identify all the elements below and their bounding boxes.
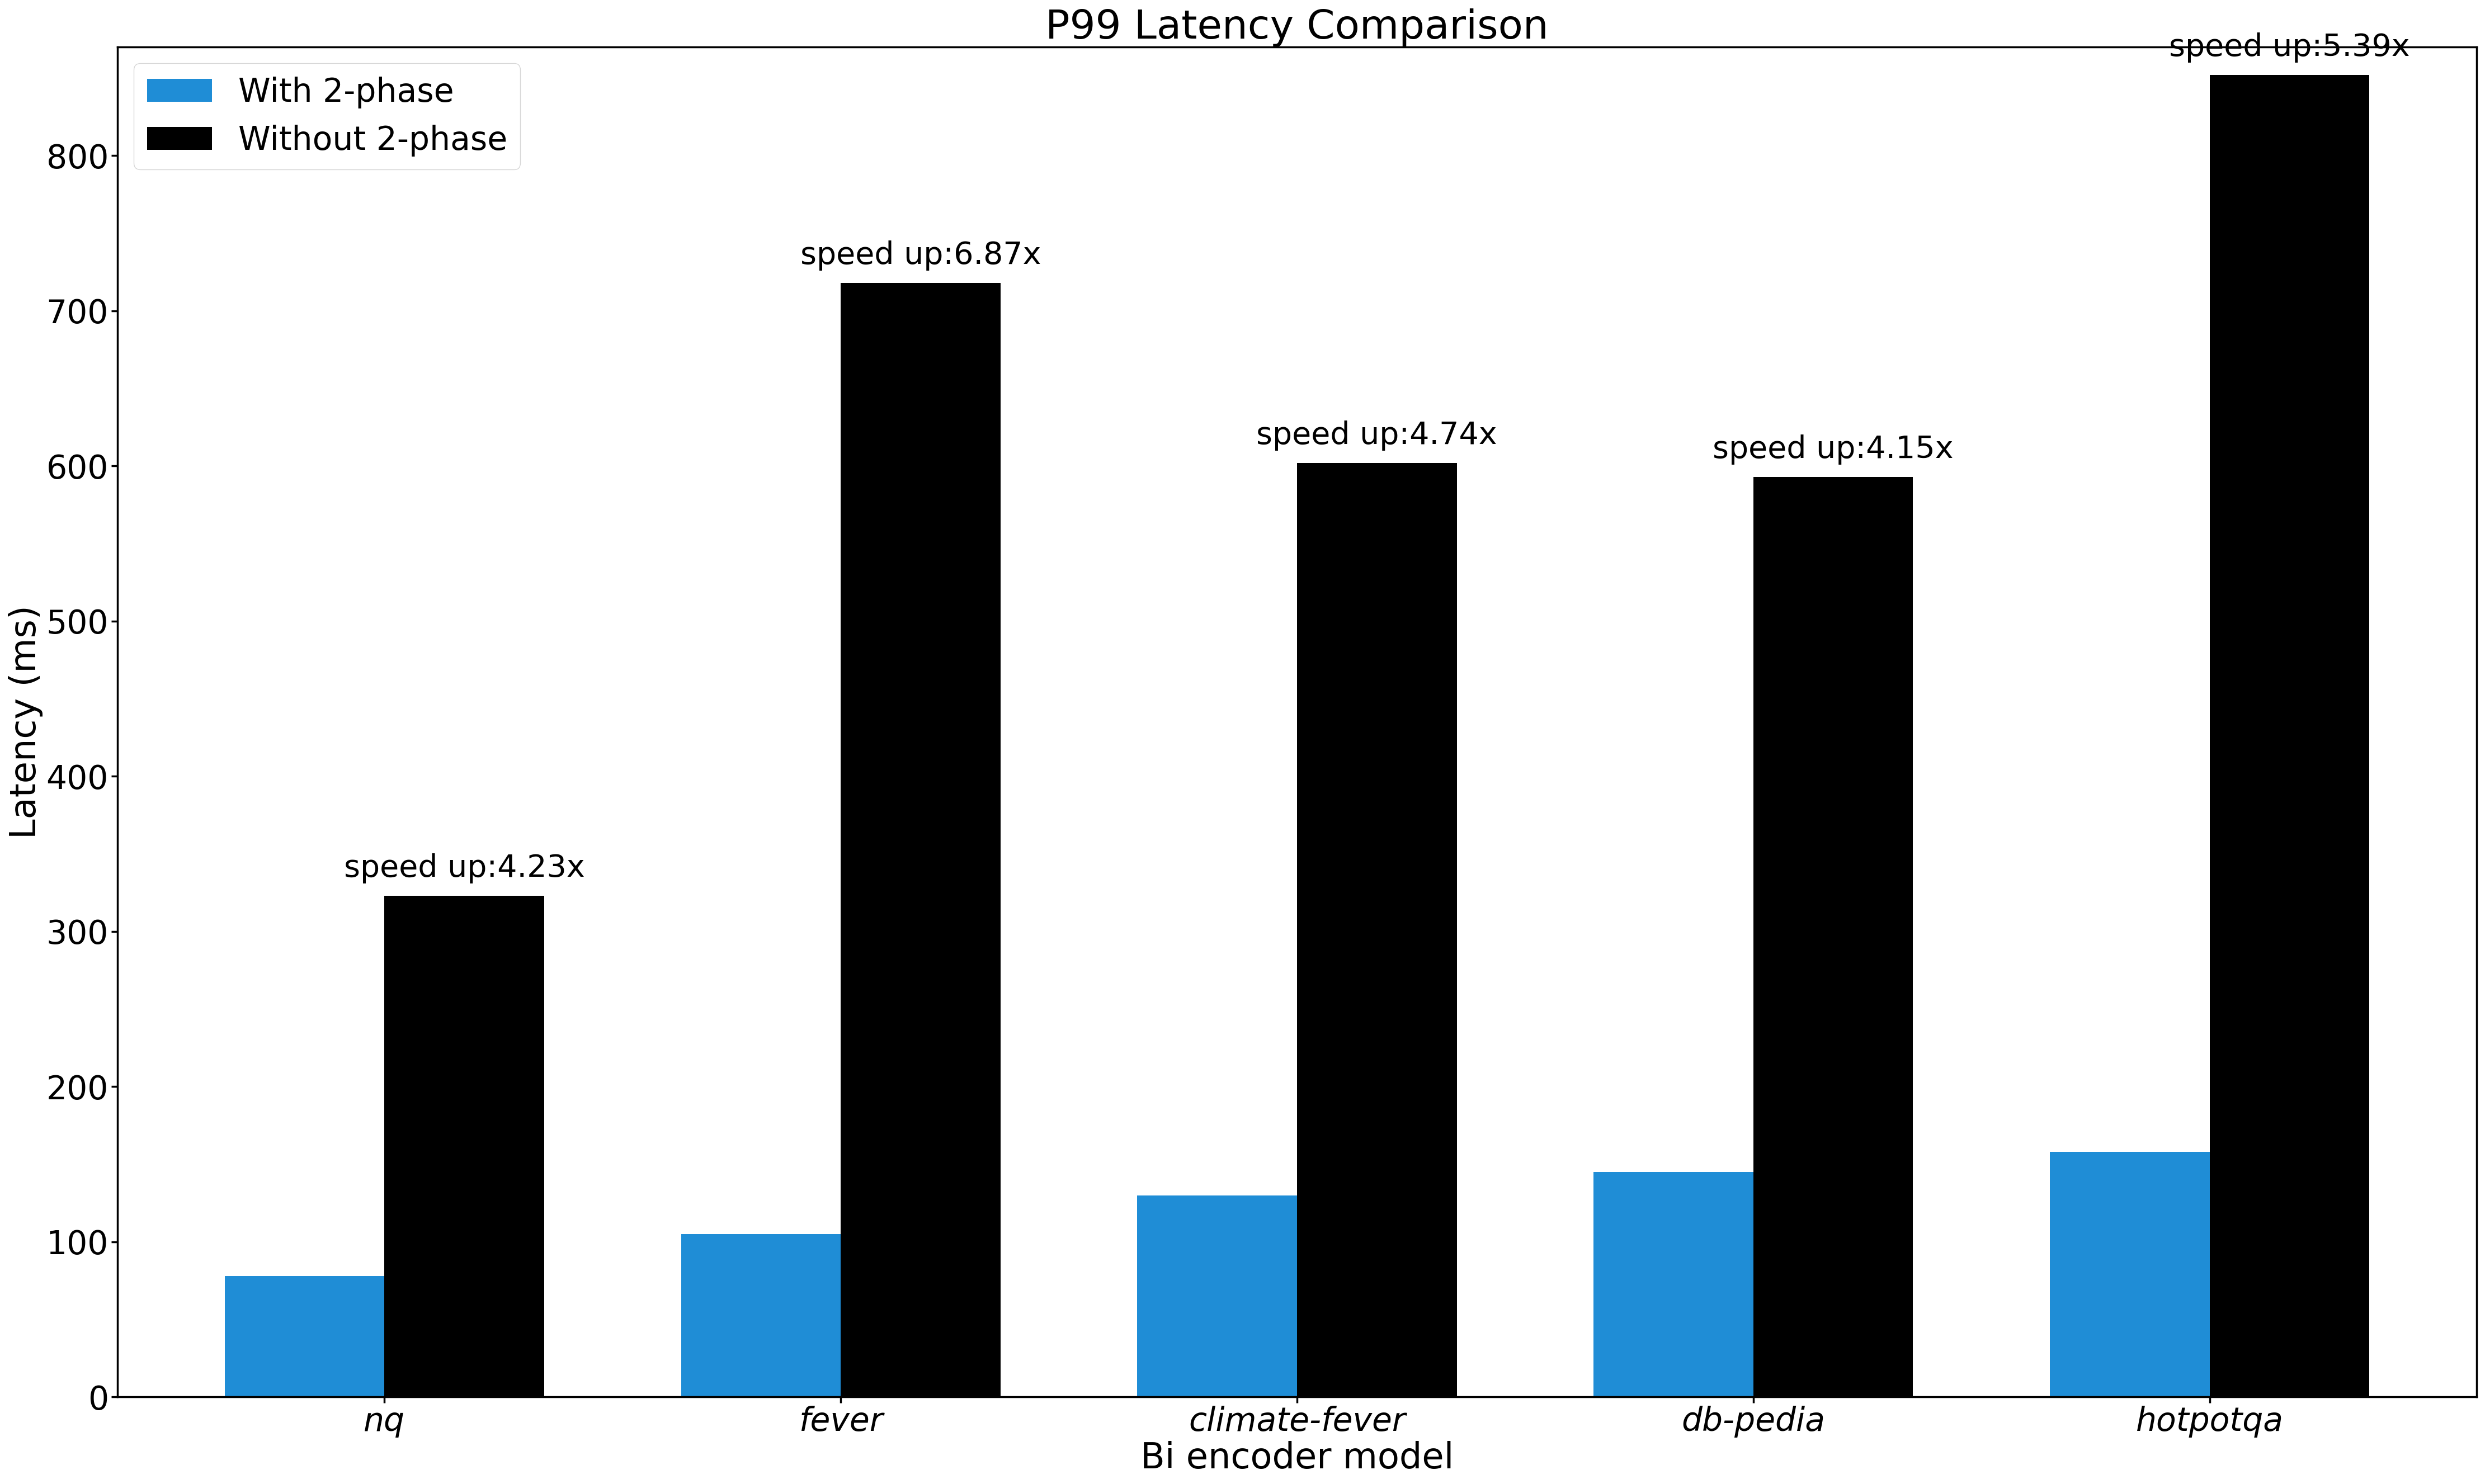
Bar — [224, 1276, 385, 1396]
Bar — [1593, 1172, 1754, 1396]
Legend: With 2-phase, Without 2-phase: With 2-phase, Without 2-phase — [134, 64, 519, 169]
Bar — [1297, 463, 1456, 1396]
Text: speed up:4.23x: speed up:4.23x — [343, 853, 584, 883]
Text: speed up:4.15x: speed up:4.15x — [1712, 435, 1953, 464]
Text: speed up:5.39x: speed up:5.39x — [2169, 33, 2410, 62]
Bar — [1138, 1195, 1297, 1396]
Bar — [385, 896, 544, 1396]
Bar — [840, 283, 1001, 1396]
Title: P99 Latency Comparison: P99 Latency Comparison — [1046, 9, 1548, 47]
X-axis label: Bi encoder model: Bi encoder model — [1141, 1441, 1454, 1475]
Bar — [681, 1235, 840, 1396]
Bar — [1754, 476, 1913, 1396]
Bar — [2209, 74, 2368, 1396]
Y-axis label: Latency (ms): Latency (ms) — [7, 605, 42, 838]
Text: speed up:4.74x: speed up:4.74x — [1257, 420, 1498, 451]
Text: speed up:6.87x: speed up:6.87x — [800, 240, 1041, 270]
Bar — [2050, 1152, 2209, 1396]
